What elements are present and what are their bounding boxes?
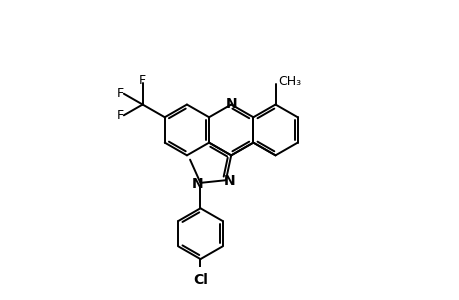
- Text: Cl: Cl: [193, 273, 207, 287]
- Text: N: N: [224, 174, 235, 188]
- Text: CH₃: CH₃: [277, 75, 300, 88]
- Text: F: F: [139, 74, 146, 87]
- Text: F: F: [117, 109, 124, 122]
- Text: N: N: [225, 97, 236, 111]
- Text: N: N: [191, 177, 203, 190]
- Text: F: F: [117, 87, 124, 100]
